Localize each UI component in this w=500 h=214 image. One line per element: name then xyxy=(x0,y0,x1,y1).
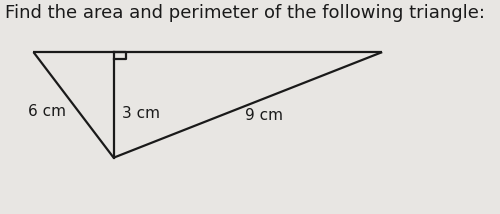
Text: 3 cm: 3 cm xyxy=(122,106,160,121)
Text: 6 cm: 6 cm xyxy=(28,104,66,119)
Text: 9 cm: 9 cm xyxy=(245,108,283,123)
Text: Find the area and perimeter of the following triangle:: Find the area and perimeter of the follo… xyxy=(6,3,486,21)
